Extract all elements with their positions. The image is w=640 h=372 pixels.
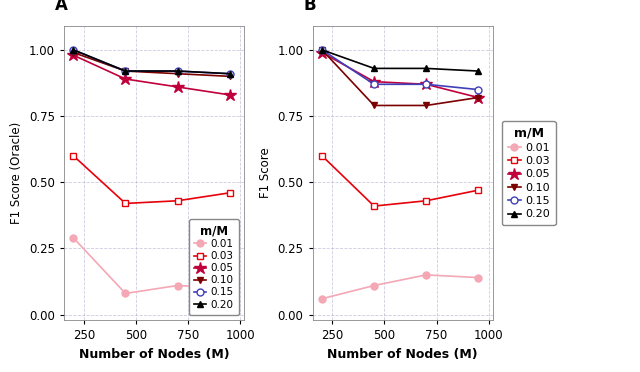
X-axis label: Number of Nodes (M): Number of Nodes (M) <box>79 347 229 360</box>
Legend: 0.01, 0.03, 0.05, 0.10, 0.15, 0.20: 0.01, 0.03, 0.05, 0.10, 0.15, 0.20 <box>502 121 556 225</box>
X-axis label: Number of Nodes (M): Number of Nodes (M) <box>328 347 478 360</box>
Text: A: A <box>55 0 68 14</box>
Text: B: B <box>303 0 316 14</box>
Y-axis label: F1 Score: F1 Score <box>259 148 272 198</box>
Y-axis label: F1 Score (Oracle): F1 Score (Oracle) <box>10 122 24 224</box>
Legend: 0.01, 0.03, 0.05, 0.10, 0.15, 0.20: 0.01, 0.03, 0.05, 0.10, 0.15, 0.20 <box>189 219 239 315</box>
